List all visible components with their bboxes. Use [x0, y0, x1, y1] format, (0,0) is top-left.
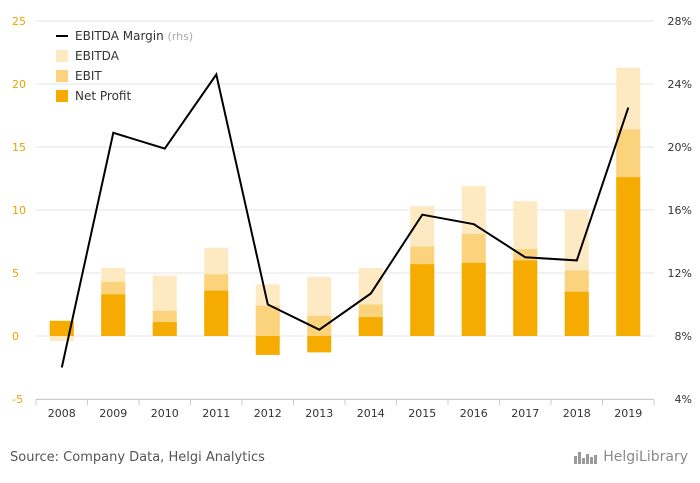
legend: EBITDA Margin (rhs) EBITDA EBIT Net Profit — [56, 29, 193, 103]
chart: 2008 2009 2010 2011 2012 2013 2014 2015 2016 2017… — [12, 15, 692, 420]
source-note: Source: Company Data, Helgi Analytics — [10, 450, 265, 465]
y-left-tick-label: 25 — [12, 15, 26, 28]
bar-ebit — [307, 315, 332, 336]
y-left-tick-label: 20 — [12, 78, 26, 91]
y-left-tick-label: 15 — [12, 141, 26, 154]
bar-net-profit — [564, 291, 589, 336]
y-right-tick-label: 16% — [668, 204, 692, 217]
bars — [49, 67, 641, 355]
y-right-tick-label: 8% — [675, 330, 692, 343]
logo-text: HelgiLibrary — [603, 449, 688, 465]
legend-label: EBITDA — [75, 49, 120, 63]
y-left-tick-label: 0 — [12, 330, 19, 343]
x-axis: 2008 2009 2010 2011 2012 2013 2014 2015 2016 2017… — [35, 399, 655, 420]
bar-net-profit — [513, 260, 538, 336]
y-right-tick-label: 28% — [668, 15, 692, 28]
bar-ebit — [255, 305, 280, 336]
legend-label: EBIT — [75, 69, 102, 83]
legend-swatch — [56, 70, 68, 82]
y-right-tick-label: 20% — [668, 141, 692, 154]
x-tick-label: 2015 — [408, 407, 436, 420]
y-axis-left: -5 0 5 10 15 20 25 — [12, 15, 26, 406]
y-right-tick-label: 4% — [675, 393, 692, 406]
legend-label: Net Profit — [75, 89, 131, 103]
x-tick-label: 2019 — [614, 407, 642, 420]
bar-ebitda — [49, 336, 74, 342]
bar-net-profit — [461, 262, 486, 336]
y-left-tick-label: -5 — [12, 393, 23, 406]
x-tick-label: 2011 — [202, 407, 230, 420]
bar-net-profit — [410, 264, 435, 336]
bar-net-profit — [204, 290, 229, 336]
x-tick-label: 2009 — [99, 407, 127, 420]
logo: HelgiLibrary — [573, 449, 688, 465]
bar-net-profit — [255, 336, 280, 355]
bar-net-profit — [358, 317, 383, 336]
legend-suffix: (rhs) — [168, 30, 194, 43]
x-tick-label: 2008 — [48, 407, 76, 420]
x-tick-label: 2012 — [254, 407, 282, 420]
ebitda-margin-line — [60, 72, 630, 368]
x-tick-label: 2018 — [563, 407, 591, 420]
legend-label: EBITDA Margin (rhs) — [75, 29, 193, 43]
y-right-tick-label: 12% — [668, 267, 692, 280]
city-skyline-icon — [574, 452, 598, 464]
x-tick-label: 2013 — [305, 407, 333, 420]
y-axis-right: 4% 8% 12% 16% 20% 24% 28% — [668, 15, 692, 406]
bar-net-profit — [307, 336, 332, 353]
bar-net-profit — [49, 320, 74, 336]
x-tick-label: 2017 — [511, 407, 539, 420]
x-tick-label: 2014 — [357, 407, 385, 420]
margin-line — [60, 72, 630, 368]
legend-swatch — [56, 50, 68, 62]
grid-lines — [36, 20, 654, 400]
y-right-tick-label: 24% — [668, 78, 692, 91]
bar-net-profit — [101, 294, 126, 336]
bar-net-profit — [616, 177, 641, 336]
bar-net-profit — [152, 322, 177, 336]
x-tick-label: 2016 — [460, 407, 488, 420]
y-left-tick-label: 10 — [12, 204, 26, 217]
x-tick-label: 2010 — [151, 407, 179, 420]
y-left-tick-label: 5 — [12, 267, 19, 280]
legend-swatch — [56, 90, 68, 102]
